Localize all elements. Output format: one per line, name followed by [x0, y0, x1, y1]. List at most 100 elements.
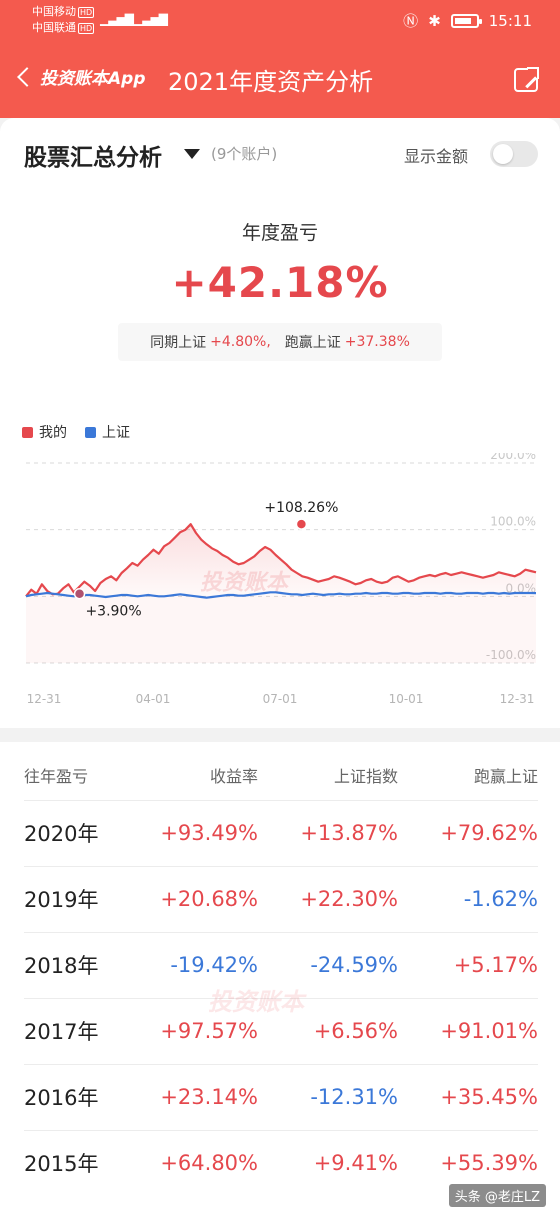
summary-header: 股票汇总分析 (9个账户) 显示金额: [0, 118, 560, 188]
account-count: (9个账户): [211, 145, 278, 163]
beat-prefix: 跑赢上证: [284, 335, 341, 351]
row-year: 2019年: [24, 888, 99, 912]
annotation-label: +3.90%: [85, 604, 141, 620]
annotation-point: [73, 587, 86, 600]
row-beat: +35.45%: [440, 1085, 538, 1109]
annotation-point: [295, 518, 308, 530]
x-tick-label: 04-01: [136, 692, 171, 706]
table-row: 2020年 +93.49% +13.87% +79.62%: [0, 800, 560, 866]
row-return: +97.57%: [160, 1019, 258, 1043]
row-year: 2018年: [24, 954, 99, 978]
table-row: 2016年 +23.14% -12.31% +35.45%: [0, 1064, 560, 1130]
row-beat: +55.39%: [440, 1151, 538, 1175]
row-divider: [24, 998, 538, 999]
status-bar: 中国移动 HD 中国联通 HD ▁▃▅▇ ▁▃▅▇ Ⓝ ✱ 15:11: [0, 0, 560, 42]
header-beat: 跑赢上证: [473, 767, 538, 786]
footer-tag: 头条 @老庄LZ: [448, 1184, 546, 1207]
page-title: 2021年度资产分析: [168, 68, 374, 96]
legend-label-index: 上证: [102, 425, 130, 441]
table-row: 2018年 -19.42% -24.59% +5.17%: [0, 932, 560, 998]
row-return: +20.68%: [160, 887, 258, 911]
row-divider: [24, 866, 538, 867]
share-button[interactable]: [514, 66, 540, 92]
show-amount-label: 显示金额: [404, 147, 469, 166]
back-button[interactable]: 投资账本App: [14, 64, 146, 89]
legend-label-mine: 我的: [39, 425, 67, 441]
legend-swatch-index: [85, 426, 96, 438]
compare-box: 同期上证 +4.80%, 跑赢上证 +37.38%: [118, 323, 442, 361]
row-return: +23.14%: [160, 1085, 258, 1109]
annual-value: +42.18%: [171, 258, 389, 307]
y-tick-label: -100.0%: [486, 648, 536, 662]
chevron-left-icon: [17, 66, 37, 87]
carrier-info: 中国移动 HD 中国联通 HD: [32, 4, 95, 36]
row-divider: [24, 932, 538, 933]
annotation-label: +108.26%: [264, 500, 338, 516]
row-return: +93.49%: [160, 821, 258, 845]
legend-item-index: 上证: [85, 422, 130, 442]
brand-label: 投资账本App: [40, 69, 146, 89]
series-line-index: [25, 591, 537, 599]
watermark: 投资账本: [208, 988, 304, 1016]
legend-item-mine: 我的: [22, 422, 67, 442]
chart-legend: 我的 上证: [22, 422, 148, 442]
row-index: +13.87%: [300, 821, 398, 845]
battery-icon: [450, 13, 482, 28]
row-divider: [24, 1064, 538, 1065]
nfc-icon: Ⓝ: [403, 12, 419, 30]
table-row: 2017年 +97.57% +6.56% +91.01%: [0, 998, 560, 1064]
row-return: -19.42%: [170, 953, 258, 977]
row-beat: -1.62%: [463, 887, 538, 911]
carrier-2: 中国联通: [32, 21, 76, 34]
table-row: 2015年 +64.80% +9.41% +55.39%: [0, 1130, 560, 1196]
performance-chart[interactable]: 200.0%100.0%0.0%-100.0%投资账本+108.26%+3.90…: [0, 453, 560, 713]
row-index: -24.59%: [310, 953, 398, 977]
series-line-mine: [25, 523, 537, 597]
history-table: 往年盈亏 收益率 上证指数 跑赢上证 2020年 +93.49% +13.87% +7…: [0, 742, 560, 1215]
section-title[interactable]: 股票汇总分析: [24, 145, 162, 171]
x-tick-label: 12-31: [500, 692, 535, 706]
show-amount-toggle[interactable]: [490, 141, 538, 167]
legend-swatch-mine: [22, 426, 33, 438]
row-return: +64.80%: [160, 1151, 258, 1175]
status-right: Ⓝ ✱ 15:11: [403, 10, 532, 31]
annual-label: 年度盈亏: [241, 222, 318, 244]
carrier-1: 中国移动: [32, 5, 76, 18]
row-index: +22.30%: [300, 887, 398, 911]
header-year: 往年盈亏: [24, 767, 89, 786]
x-tick-label: 07-01: [263, 692, 298, 706]
hd-badge: HD: [78, 7, 95, 18]
table-row: 2019年 +20.68% +22.30% -1.62%: [0, 866, 560, 932]
x-tick-label: 12-31: [27, 692, 62, 706]
beat-value: +37.38%: [344, 334, 410, 350]
row-year: 2017年: [24, 1020, 99, 1044]
x-tick-label: 10-01: [389, 692, 424, 706]
signal-icon: ▁▃▅▇: [134, 12, 168, 26]
summary-card: 股票汇总分析 (9个账户) 显示金额 年度盈亏 +42.18% 同期上证 +4.…: [0, 118, 560, 728]
hd-badge: HD: [78, 23, 95, 34]
row-beat: +5.17%: [453, 953, 538, 977]
clock: 15:11: [488, 11, 532, 30]
row-year: 2015年: [24, 1152, 99, 1176]
header-index: 上证指数: [333, 767, 398, 786]
row-divider: [24, 1130, 538, 1131]
row-beat: +79.62%: [440, 821, 538, 845]
bluetooth-icon: ✱: [428, 11, 441, 30]
row-beat: +91.01%: [440, 1019, 538, 1043]
signal-icon: ▁▃▅▇: [100, 12, 134, 26]
caret-down-icon[interactable]: [184, 149, 200, 159]
negative-band: [26, 596, 536, 663]
compare-prefix: 同期上证: [150, 335, 207, 351]
y-tick-label: 100.0%: [490, 515, 536, 529]
row-year: 2016年: [24, 1086, 99, 1110]
row-index: -12.31%: [310, 1085, 398, 1109]
row-year: 2020年: [24, 822, 99, 846]
app-header: 投资账本App 2021年度资产分析: [0, 42, 560, 118]
header-return: 收益率: [209, 767, 258, 786]
table-header: 往年盈亏 收益率 上证指数 跑赢上证: [0, 758, 560, 792]
y-tick-label: 200.0%: [490, 453, 536, 462]
share-icon: [525, 76, 537, 89]
compare-value: +4.80%,: [210, 334, 271, 350]
row-index: +9.41%: [313, 1151, 398, 1175]
row-divider: [24, 800, 538, 801]
